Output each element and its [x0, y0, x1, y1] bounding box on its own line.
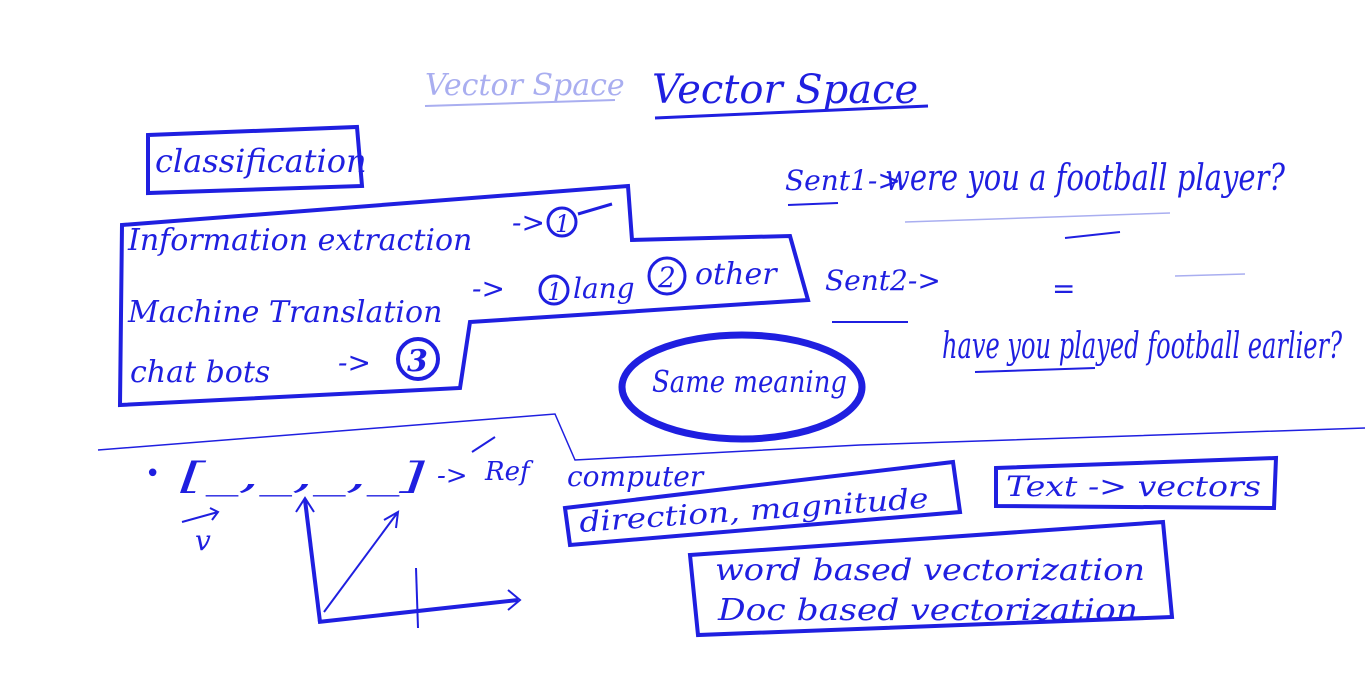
- sent1-label-underline: [787, 202, 839, 206]
- sent2-label: Sent2->: [825, 264, 941, 297]
- sent1-label: Sent1->: [785, 164, 901, 197]
- vector-notation: [_,_,_,_]: [180, 456, 427, 497]
- classification-heading: classification: [155, 142, 367, 180]
- marker-1b: 1: [547, 278, 562, 306]
- page-title: Vector Space: [652, 67, 918, 113]
- bullet: •: [145, 459, 160, 489]
- item-information-extraction: Information extraction: [127, 223, 472, 258]
- classification-box: [146, 124, 365, 196]
- faint-title-underline: [424, 99, 616, 107]
- v-arrow: [181, 507, 220, 523]
- sent1-underline: [904, 212, 1171, 223]
- axis-x-head: [507, 589, 522, 611]
- divider-line: [97, 413, 1366, 461]
- marker-1-circle: [546, 206, 578, 238]
- text-to-vectors-box: [994, 455, 1279, 511]
- marker-1b-circle: [538, 274, 570, 306]
- note-other: other: [695, 257, 778, 292]
- vectorization-box: [687, 519, 1175, 638]
- applications-box: [117, 183, 811, 408]
- sent2-faint-line: [1174, 273, 1246, 277]
- marker-3-circle: [396, 337, 440, 381]
- marker-1-tail: [577, 202, 613, 216]
- sent2-underline: [974, 367, 1096, 373]
- vectorization-doc: Doc based vectorization: [717, 593, 1138, 628]
- vectorization-word: word based vectorization: [715, 553, 1145, 588]
- item3-arrow: ->: [338, 346, 371, 379]
- item2-arrow: ->: [472, 272, 505, 305]
- marker-2: 2: [657, 261, 676, 294]
- vector-diagonal: [323, 511, 399, 613]
- axis-y: [303, 499, 322, 623]
- marker-3: 3: [407, 344, 428, 379]
- direction-box: [562, 459, 963, 548]
- marker-2-circle: [647, 256, 687, 296]
- text-to-vectors: Text -> vectors: [1006, 470, 1261, 503]
- v-symbol: v: [195, 524, 211, 557]
- vector-arrow: ->: [437, 461, 468, 491]
- same-meaning-ellipse: [618, 331, 866, 443]
- axis-y-head: [295, 496, 315, 513]
- sent1-underline-2: [1064, 231, 1121, 239]
- ref-label: Ref: [484, 457, 534, 487]
- ref-tick: [471, 436, 496, 453]
- item1-arrow: ->: [512, 206, 545, 239]
- vector-diagonal-head: [383, 510, 400, 529]
- equals-sign: =: [1052, 272, 1075, 305]
- sent1-text: were you a football player?: [885, 158, 1286, 199]
- vector-projection: [415, 567, 419, 629]
- marker-1: 1: [555, 210, 570, 238]
- item-machine-translation: Machine Translation: [127, 295, 442, 330]
- same-meaning: Same meaning: [652, 365, 847, 400]
- computer-label: computer: [567, 460, 705, 493]
- title-underline: [654, 104, 929, 120]
- faint-title: Vector Space: [425, 68, 625, 103]
- item-chat-bots: chat bots: [130, 355, 270, 390]
- sent2-text: have you played football earlier?: [942, 326, 1342, 367]
- note-lang: lang: [573, 272, 635, 305]
